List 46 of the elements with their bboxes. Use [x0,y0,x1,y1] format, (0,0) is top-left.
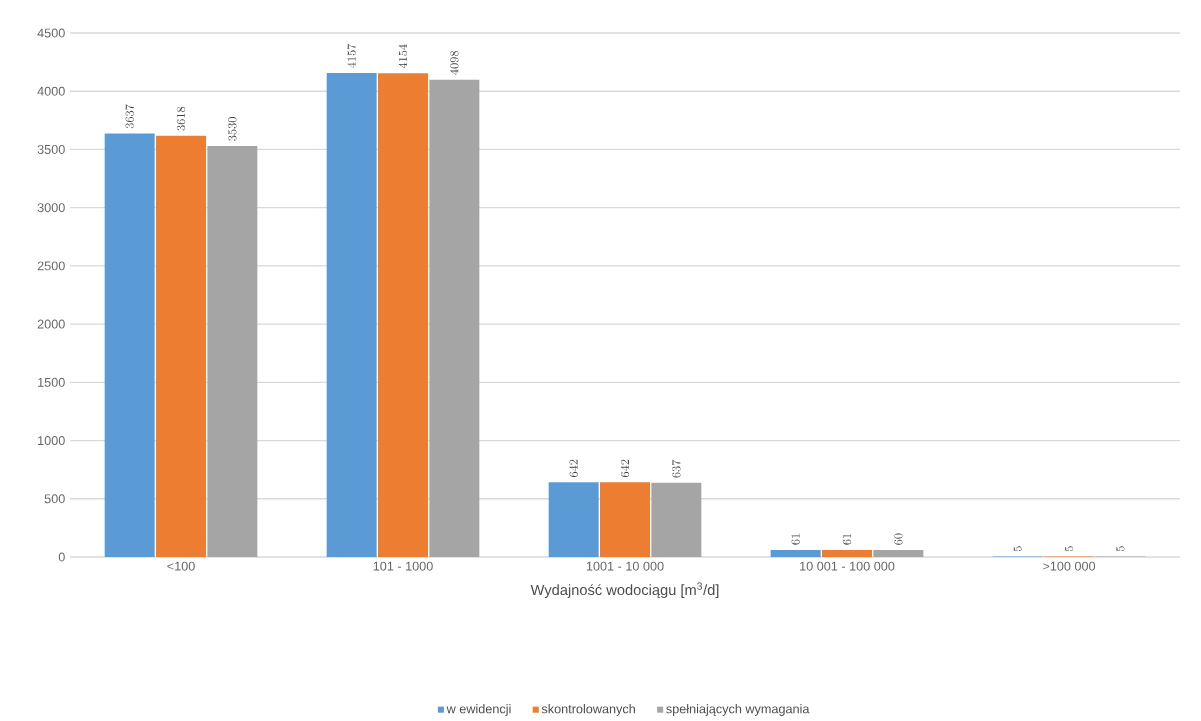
x-tick-label: 10 001 - 100 000 [800,561,895,571]
bar [770,550,821,558]
legend-label: spełniających wymagania [666,704,810,717]
y-tick-label: 1500 [38,378,65,388]
y-tick-label: 4500 [37,28,65,38]
bar [548,482,599,558]
bar [156,135,207,558]
data-label: 642 [569,459,578,478]
y-tick-label: 3000 [37,203,65,213]
data-label: 5 [1064,546,1074,552]
bar [326,73,377,558]
bar [104,133,155,558]
legend-label: w ewidencji [446,704,511,717]
y-tick-label: 2000 [37,319,65,329]
x-tick-label: 101 - 1000 [373,561,433,571]
data-label: 61 [791,534,800,545]
bar [207,146,258,558]
data-label: 5 [1013,546,1022,552]
data-label: 61 [842,534,852,545]
bar [600,482,651,558]
data-label: 642 [620,459,630,478]
data-label: 3637 [125,104,134,129]
data-label: 4154 [398,44,408,69]
x-tick-label: <100 [167,561,195,571]
bar [651,483,702,558]
data-label: 637 [672,460,681,478]
data-label: 3618 [176,107,186,131]
bar [822,550,873,558]
bar [429,80,480,558]
data-label: 4157 [347,43,356,69]
y-tick-label: 0 [58,552,65,562]
data-label: 5 [1116,546,1125,552]
bar [873,550,924,558]
x-tick-label: >100 000 [1043,561,1096,571]
legend-label: skontrolowanych [541,704,635,717]
y-tick-label: 4000 [37,86,65,96]
y-tick-label: 1000 [38,436,65,446]
bar [378,73,429,558]
data-label: 60 [894,533,903,545]
y-tick-label: 500 [44,494,65,504]
y-tick-label: 3500 [37,145,65,155]
x-axis-title: Wydajność wodociągu [m$^{3}$/d] [530,582,719,599]
x-tick-label: 1001 - 10 000 [586,561,664,571]
data-label: 4098 [450,51,459,75]
data-label: 3530 [228,117,237,141]
y-tick-label: 2500 [37,261,65,271]
